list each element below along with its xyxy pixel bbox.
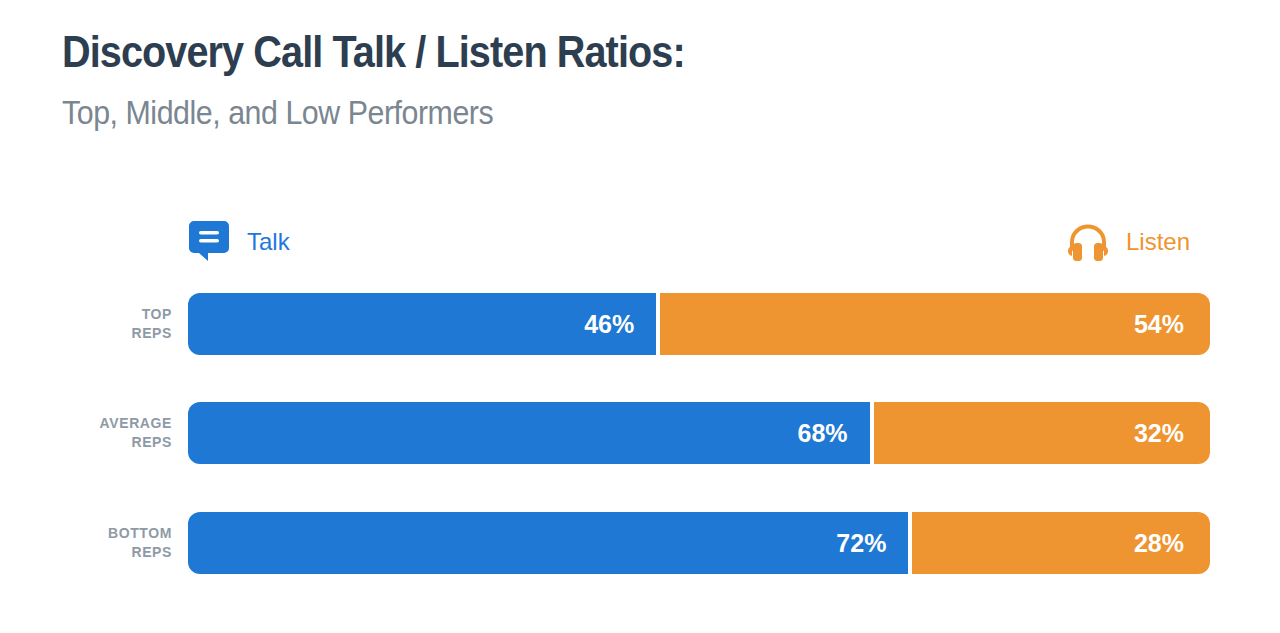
listen-value-label: 32% [1134, 419, 1184, 448]
row-label-line: REPS [0, 543, 172, 562]
page-title: Discovery Call Talk / Listen Ratios: [62, 27, 685, 77]
chart-row: AVERAGE REPS 68% 32% [0, 402, 1280, 464]
talk-value-label: 72% [836, 529, 886, 558]
speech-bubble-icon [188, 220, 230, 264]
row-label: BOTTOM REPS [0, 512, 172, 574]
legend-item-talk: Talk [188, 220, 290, 264]
stacked-bar: 72% 28% [188, 512, 1210, 574]
listen-value-label: 54% [1134, 310, 1184, 339]
row-label-line: REPS [0, 324, 172, 343]
talk-value-label: 68% [798, 419, 848, 448]
row-label-line: TOP [0, 305, 172, 324]
bar-listen-segment: 28% [912, 512, 1210, 574]
bar-talk-segment: 46% [188, 293, 656, 355]
bar-talk-segment: 68% [188, 402, 870, 464]
headphones-icon [1065, 222, 1111, 262]
legend-listen-label: Listen [1126, 228, 1190, 256]
row-label: TOP REPS [0, 293, 172, 355]
listen-value-label: 28% [1134, 529, 1184, 558]
stacked-bar: 46% 54% [188, 293, 1210, 355]
chart-row: BOTTOM REPS 72% 28% [0, 512, 1280, 574]
bar-listen-segment: 54% [660, 293, 1210, 355]
chart-row: TOP REPS 46% 54% [0, 293, 1280, 355]
legend-talk-label: Talk [247, 228, 290, 256]
legend: Talk Listen [188, 218, 1210, 266]
infographic: Discovery Call Talk / Listen Ratios: Top… [0, 0, 1280, 633]
row-label-line: AVERAGE [0, 414, 172, 433]
bar-listen-segment: 32% [874, 402, 1210, 464]
legend-item-listen: Listen [1065, 222, 1210, 262]
bar-talk-segment: 72% [188, 512, 908, 574]
page-subtitle: Top, Middle, and Low Performers [62, 94, 493, 132]
talk-value-label: 46% [584, 310, 634, 339]
row-label-line: REPS [0, 433, 172, 452]
stacked-bar: 68% 32% [188, 402, 1210, 464]
row-label: AVERAGE REPS [0, 402, 172, 464]
row-label-line: BOTTOM [0, 524, 172, 543]
